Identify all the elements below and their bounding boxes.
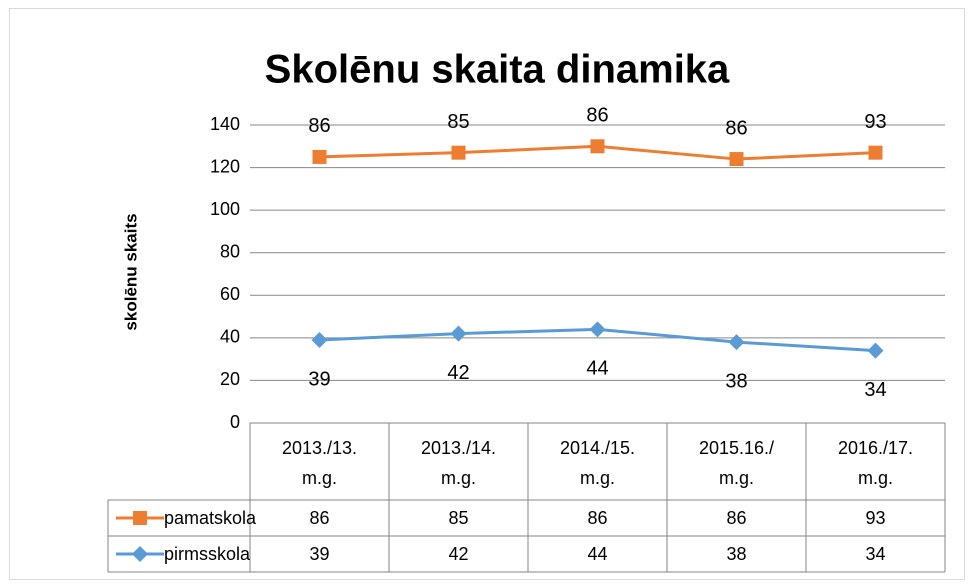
x-tick-label: 2013./13. m.g. [281,437,358,488]
x-tick-label: 2016./17. m.g. [837,437,914,488]
table-value: 86 [309,507,330,528]
data-label: 42 [447,362,469,384]
chart-border [9,8,965,580]
y-tick-label: 100 [210,199,240,219]
table-value: 44 [587,543,608,564]
data-label: 38 [725,370,747,392]
table-value: 38 [726,543,747,564]
y-axis-label: skolēnu skaits [121,213,140,330]
marker [312,149,327,164]
data-label: 86 [586,105,608,127]
marker [311,331,328,348]
x-tick-label: 2013./14. m.g. [420,437,497,488]
marker [132,546,148,562]
x-tick-label: 2015.16./ m.g. [698,437,775,488]
y-tick-label: 80 [220,241,240,261]
marker [728,334,745,351]
data-label: 34 [864,379,886,401]
table-value: 86 [587,507,608,528]
data-label: 86 [725,117,747,139]
table-value: 39 [309,543,330,564]
data-label: 39 [308,368,330,390]
y-tick-label: 40 [220,327,240,347]
marker [590,139,605,154]
data-label: 85 [447,111,469,133]
marker [867,342,884,359]
marker [729,152,744,167]
marker [589,321,606,338]
table-value: 93 [865,507,886,528]
data-label: 44 [586,358,608,380]
table-value: 85 [448,507,469,528]
chart-title: Skolēnu skaita dinamika [265,48,730,92]
marker [451,145,466,160]
y-tick-label: 0 [230,412,240,432]
marker [450,325,467,342]
legend-label: pirmsskola [164,543,251,564]
x-tick-label: 2014./15. m.g. [559,437,636,488]
table-value: 42 [448,543,469,564]
table-value: 86 [726,507,747,528]
y-tick-label: 60 [220,284,240,304]
marker [868,145,883,160]
y-tick-label: 140 [210,114,240,134]
data-label: 86 [308,115,330,137]
y-tick-label: 120 [210,156,240,176]
y-tick-label: 20 [220,369,240,389]
table-value: 34 [865,543,886,564]
marker [133,511,147,525]
legend-label: pamatskola [164,507,257,528]
data-label: 93 [864,111,886,133]
